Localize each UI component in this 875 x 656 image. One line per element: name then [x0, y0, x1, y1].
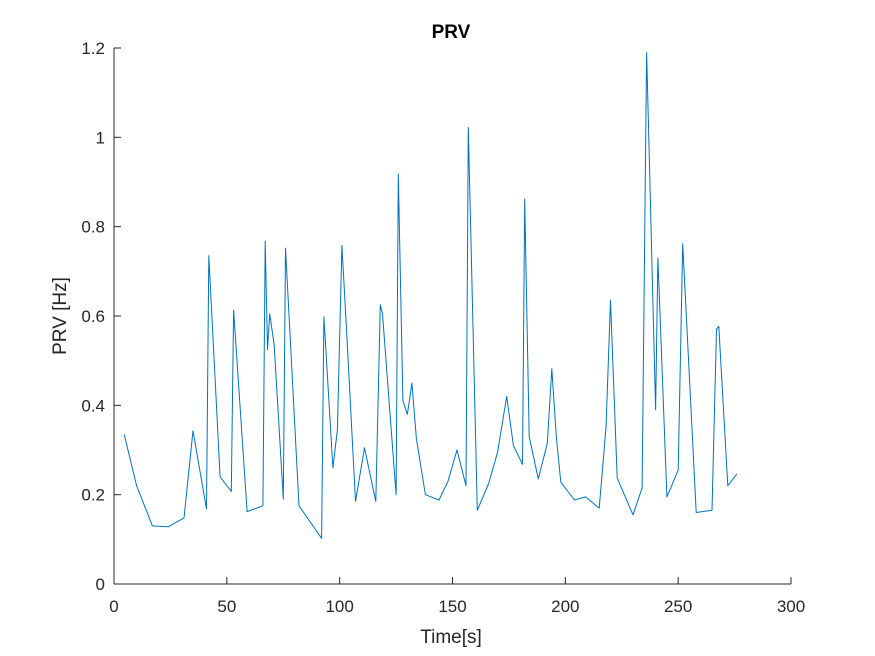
- x-axis-label: Time[s]: [420, 627, 482, 648]
- chart-title: PRV: [432, 22, 471, 43]
- x-ticks: 0 50 100 150 200 250 300: [109, 577, 805, 616]
- data-line-layer: [123, 52, 738, 539]
- prv-series-line: [123, 52, 738, 539]
- x-tick-label: 50: [217, 597, 236, 616]
- y-tick-label: 1.2: [81, 39, 105, 58]
- y-axis-label: PRV [Hz]: [50, 277, 71, 355]
- x-tick-label: 300: [777, 597, 805, 616]
- x-tick-label: 200: [551, 597, 579, 616]
- y-tick-label: 0.6: [81, 307, 105, 326]
- y-tick-label: 0.2: [81, 486, 105, 505]
- y-tick-label: 0: [96, 575, 105, 594]
- x-tick-label: 150: [438, 597, 466, 616]
- y-tick-label: 0.8: [81, 218, 105, 237]
- y-tick-label: 0.4: [81, 396, 105, 415]
- y-ticks: 0 0.2 0.4 0.6 0.8 1 1.2: [81, 39, 121, 594]
- x-tick-label: 250: [664, 597, 692, 616]
- x-tick-label: 0: [109, 597, 118, 616]
- y-tick-label: 1: [96, 128, 105, 147]
- x-tick-label: 100: [325, 597, 353, 616]
